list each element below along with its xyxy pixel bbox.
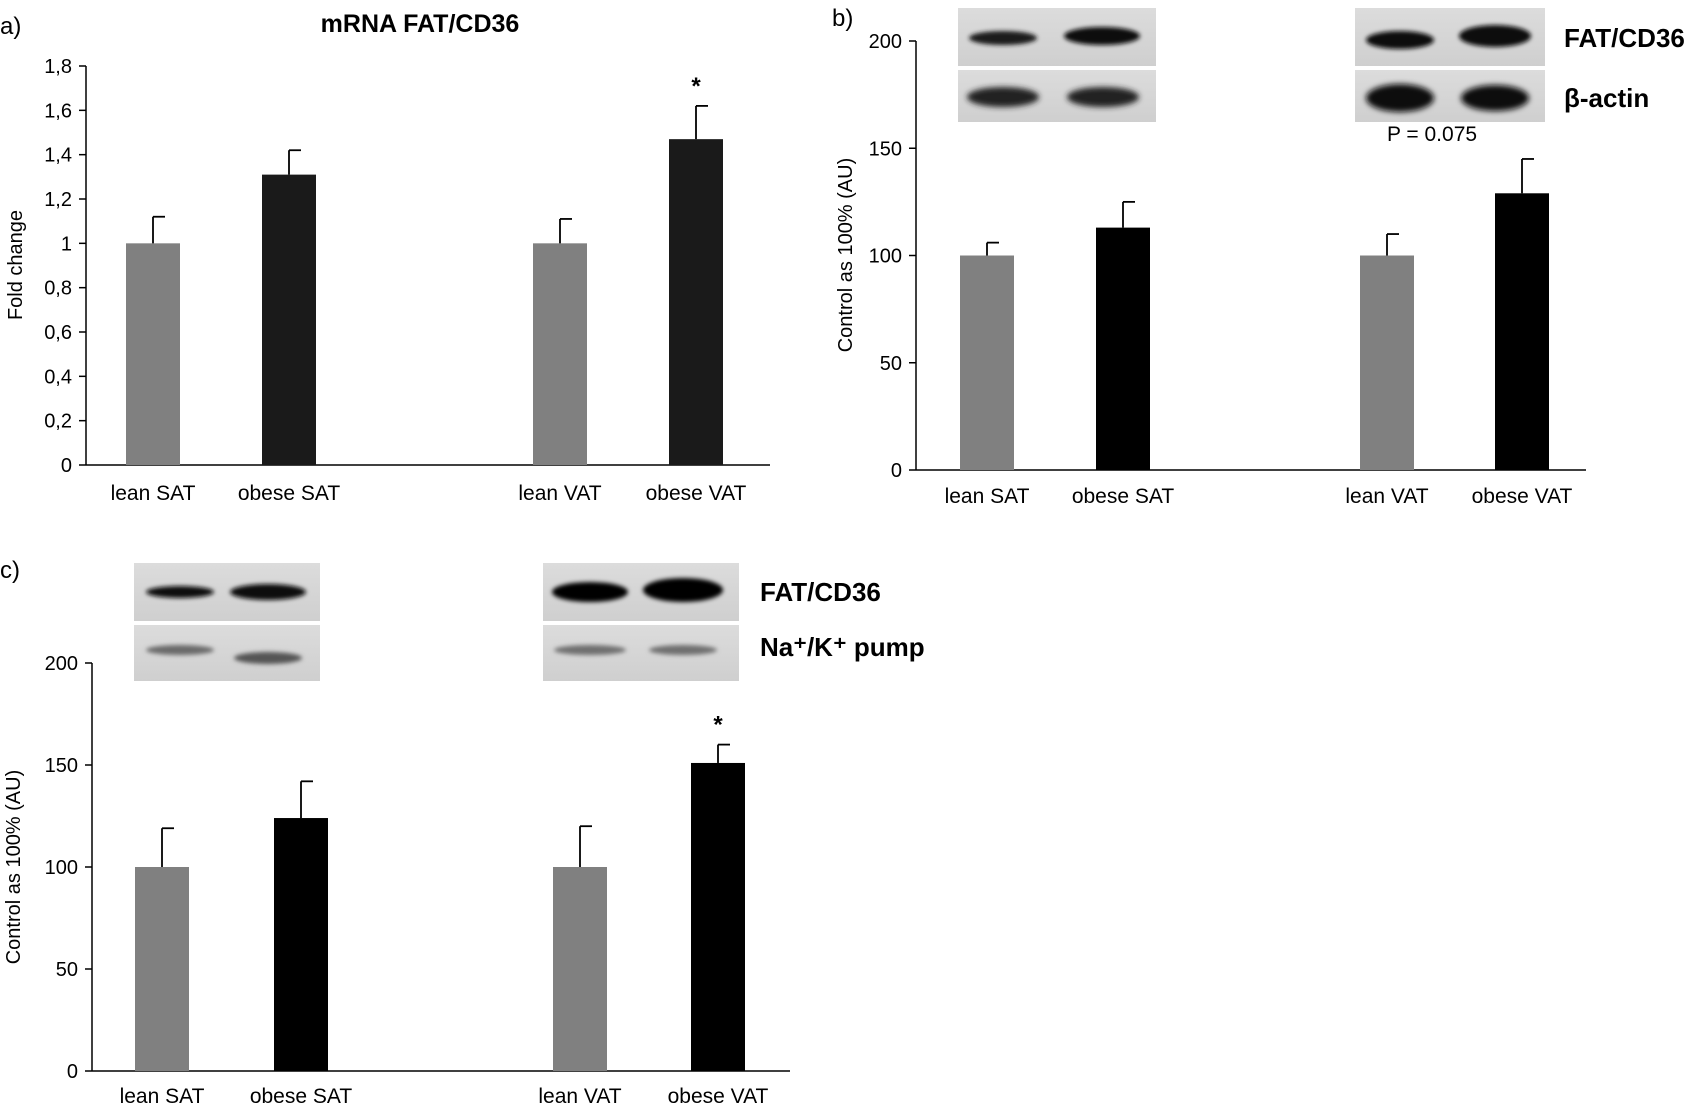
chart-a-y-tick-label: 1,2 [44, 189, 72, 211]
chart-a-y-tick-label: 1,6 [44, 100, 72, 122]
chart-b-category-label: lean VAT [1345, 485, 1428, 508]
chart-a-category-label: obese SAT [238, 482, 341, 505]
panel-c-blot-vat [543, 563, 739, 681]
chart-c-y-tick-label: 200 [45, 653, 78, 675]
chart-c-y-axis-label: Control as 100% (AU) [3, 770, 25, 965]
panel-c-blot-label-fatcd36: FAT/CD36 [760, 577, 881, 607]
chart-a-y-tick-label: 1 [61, 233, 72, 255]
chart-c-category-label: obese SAT [250, 1085, 353, 1107]
chart-b-y-axis-label: Control as 100% (AU) [835, 158, 857, 353]
panel-b-blot-vat [1355, 8, 1545, 122]
panel-a-letter: a) [0, 13, 21, 40]
chart-a-title: mRNA FAT/CD36 [321, 10, 520, 38]
chart-b-y-tick-label: 200 [869, 31, 902, 53]
chart-c-category-label: obese VAT [668, 1085, 769, 1107]
chart-b-bar [1360, 255, 1414, 470]
chart-a-y-axis-label: Fold change [5, 210, 27, 320]
panel-c-blot-sat [134, 563, 320, 681]
chart-a-y-tick-label: 0 [61, 455, 72, 477]
chart-a-category-label: obese VAT [646, 482, 747, 505]
chart-c-bar [274, 818, 328, 1071]
chart-a-y-tick-label: 1,4 [44, 145, 72, 167]
chart-c-category-label: lean VAT [538, 1085, 621, 1107]
chart-b-category-label: lean SAT [945, 485, 1030, 508]
panel-c-blot-label-na-k-pump: Na⁺/K⁺ pump [760, 632, 925, 662]
panel-b-blot-label-beta-actin: β-actin [1564, 83, 1649, 113]
panel-b-blot-sat [958, 8, 1156, 122]
chart-b-y-tick-label: 0 [891, 460, 902, 482]
chart-a-y-tick-label: 0,2 [44, 411, 72, 433]
chart-c-y-tick-label: 150 [45, 755, 78, 777]
chart-a-y-tick-label: 0,4 [44, 366, 72, 388]
chart-a-bar [126, 243, 180, 465]
chart-c-significance-marker: * [713, 712, 723, 739]
chart-c-y-tick-label: 100 [45, 857, 78, 879]
chart-b-y-tick-label: 100 [869, 246, 902, 268]
chart-a-significance-marker: * [691, 73, 701, 100]
chart-a-bar [262, 174, 316, 465]
chart-c-bar [553, 867, 607, 1071]
chart-c-bar [135, 867, 189, 1071]
chart-b-bar [1096, 227, 1150, 470]
panel-b-blot-label-fatcd36: FAT/CD36 [1564, 23, 1685, 53]
chart-b-y-tick-label: 50 [880, 353, 902, 375]
chart-c-y-tick-label: 0 [67, 1061, 78, 1083]
chart-a-category-label: lean SAT [111, 482, 196, 505]
chart-a-bar [533, 243, 587, 465]
chart-b-category-label: obese SAT [1072, 485, 1175, 508]
chart-b-y-tick-label: 150 [869, 138, 902, 160]
charts-layer: mRNA FAT/CD36 Fold change 0 0,2 0,4 0,6 0,8 1 1,… [3, 10, 1586, 1107]
chart-a-category-label: lean VAT [518, 482, 601, 505]
chart-c-category-label: lean SAT [120, 1085, 205, 1107]
panel-c-letter: c) [0, 557, 20, 584]
chart-c-y-tick-label: 50 [56, 959, 78, 981]
chart-b-bar [960, 255, 1014, 470]
chart-a-bar [669, 139, 723, 465]
chart-b-bar [1495, 193, 1549, 471]
chart-b-p-value-annotation: P = 0.075 [1387, 123, 1477, 146]
panel-b-letter: b) [832, 5, 853, 32]
chart-a-y-tick-label: 0,8 [44, 278, 72, 300]
chart-a-y-tick-label: 1,8 [44, 56, 72, 78]
chart-c-bar [691, 762, 745, 1071]
chart-a-y-tick-label: 0,6 [44, 322, 72, 344]
chart-b-category-label: obese VAT [1472, 485, 1573, 508]
